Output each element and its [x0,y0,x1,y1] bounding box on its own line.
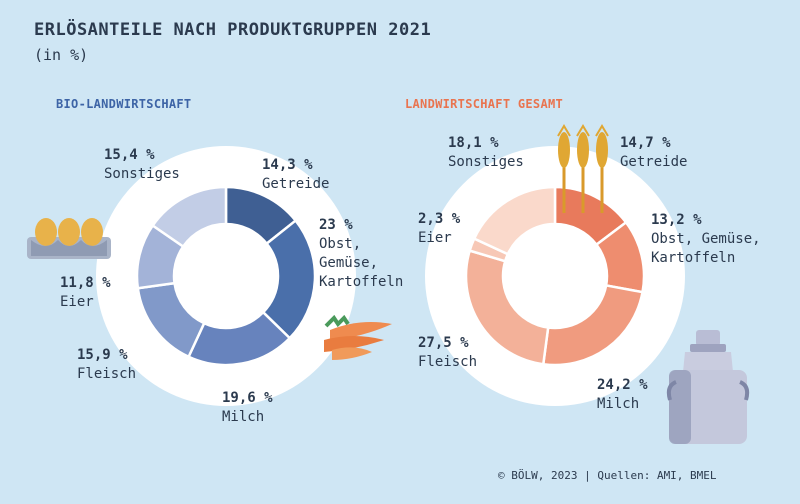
bio-label-obst: 23 % Obst, Gemüse, Kartoffeln [319,217,404,290]
bio-label-fleisch: 15,9 % Fleisch [77,347,137,382]
eggs-icon [27,218,111,259]
bio-label-getreide: 14,3 % Getreide [262,157,330,192]
panel-title-gesamt: LANDWIRTSCHAFT GESAMT [405,97,564,111]
chart-subtitle: (in %) [34,46,89,64]
wheat-icon [557,124,609,213]
panel-title-bio: BIO-LANDWIRTSCHAFT [56,97,192,111]
gesamt-slice-fleisch [464,249,550,366]
chart-title: ERLÖSANTEILE NACH PRODUKTGRUPPEN 2021 [34,20,432,40]
source-note: © BÖLW, 2023 | Quellen: AMI, BMEL [498,469,717,482]
gesamt-label-getreide: 14,7 % Getreide [620,135,688,170]
bio-background-disc [96,146,356,406]
bio-label-eier: 11,8 % Eier [60,275,111,310]
donut-gesamt [464,185,646,367]
gesamt-label-milch: 24,2 % Milch [597,377,648,412]
gesamt-background-disc [425,146,685,406]
gesamt-label-obst: 13,2 % Obst, Gemüse, Kartoffeln [651,212,761,266]
bio-label-milch: 19,6 % Milch [222,390,273,425]
milk-can-icon [666,330,750,444]
gesamt-label-eier: 2,3 % Eier [418,211,461,246]
gesamt-label-sonstiges: 18,1 % Sonstiges [448,135,524,170]
gesamt-slice-sonstiges [472,185,557,256]
bio-label-sonstiges: 15,4 % Sonstiges [104,147,180,182]
donut-bio [135,185,317,367]
bio-slice-sonstiges [150,185,228,249]
gesamt-label-fleisch: 27,5 % Fleisch [418,335,478,370]
carrots-icon [324,314,392,360]
